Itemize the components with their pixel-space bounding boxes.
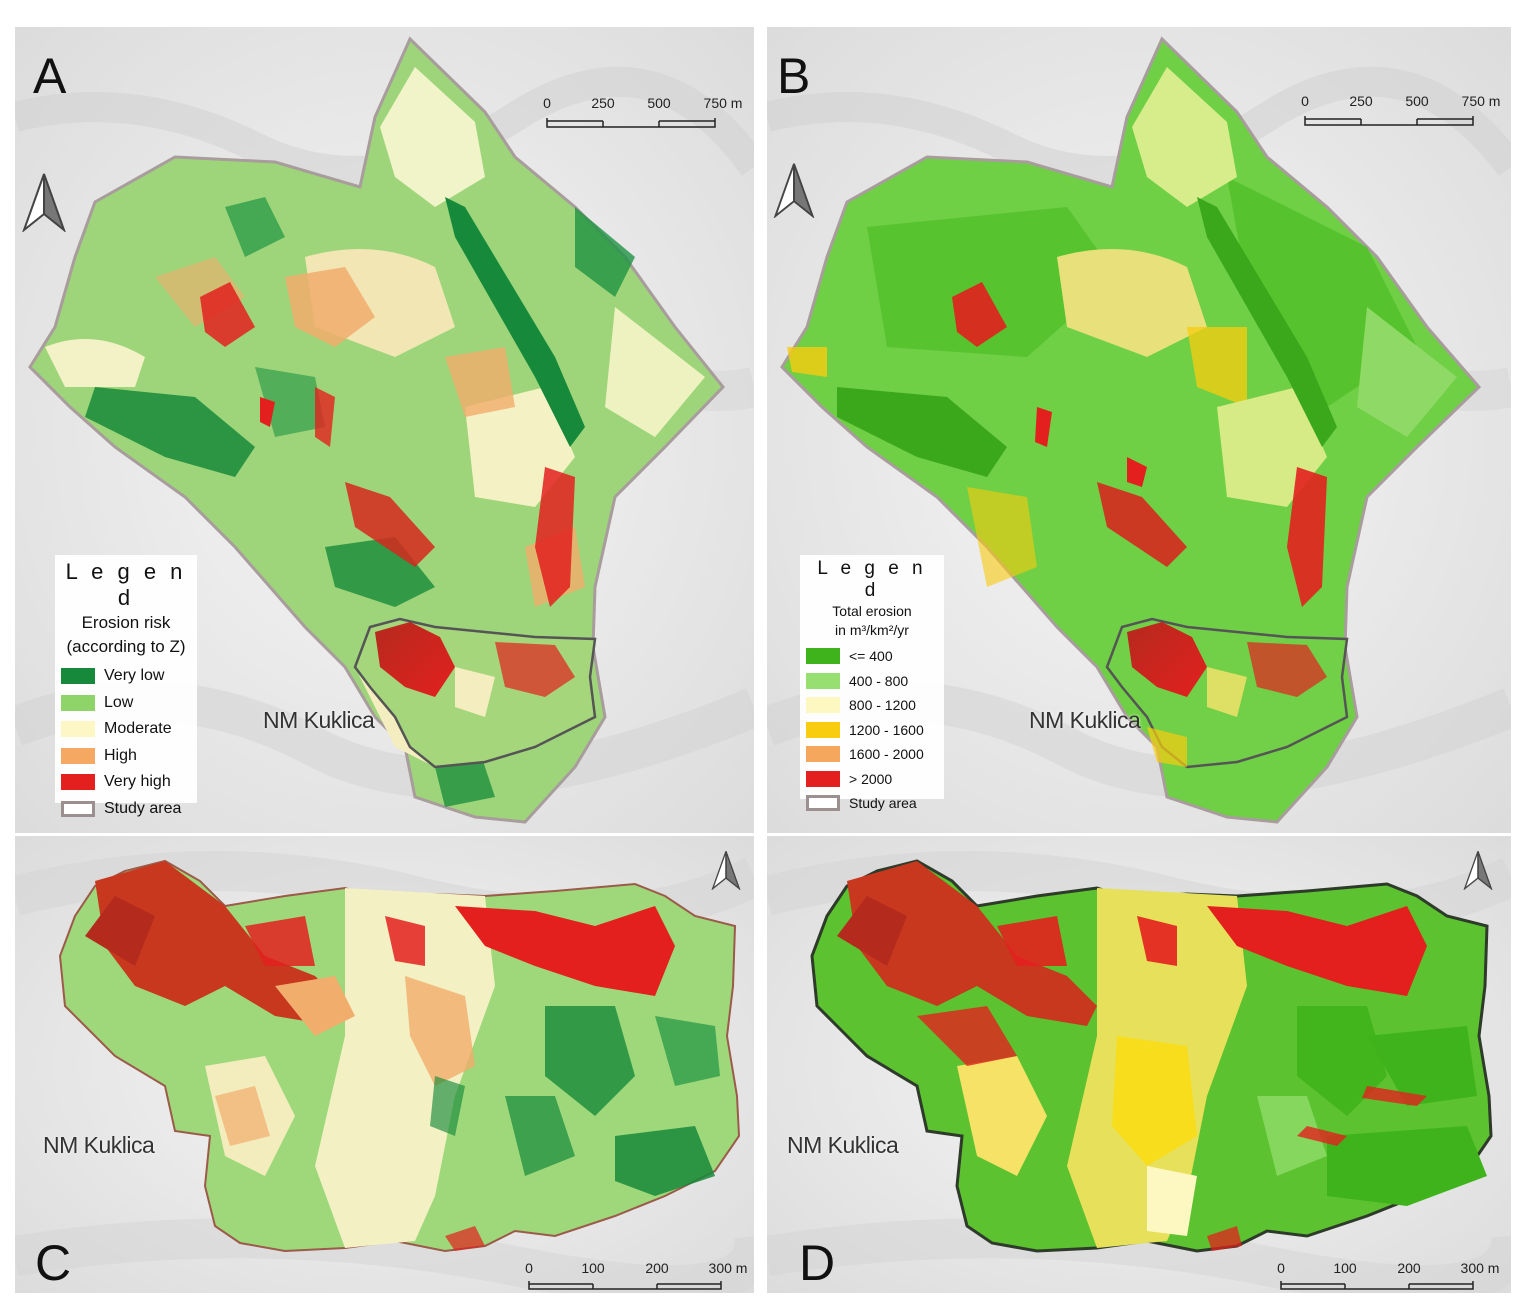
- legend-label: 1200 - 1600: [849, 721, 924, 738]
- legend-swatch: [61, 721, 95, 738]
- legend-item: Study area: [806, 791, 938, 816]
- map-d-canvas: [767, 836, 1511, 1293]
- map-panel-c: C NM Kuklica 0 100 200 300 m: [15, 836, 754, 1293]
- legend-swatch: [61, 774, 95, 791]
- legend-swatch: [806, 795, 840, 812]
- legend-subtitle: Erosion risk: [81, 613, 171, 632]
- scale-bar-b: 0 250 500 750 m: [1301, 93, 1503, 133]
- scale-tick: 0: [1277, 1260, 1285, 1276]
- map-panel-a: A 0 250 500 750 m NM Kuklica L e g e n d…: [15, 27, 754, 833]
- map-panel-d: D NM Kuklica 0 100 200 300 m: [767, 836, 1511, 1293]
- scale-tick: 250: [591, 95, 615, 111]
- legend-swatch: [61, 747, 95, 764]
- legend-swatch: [806, 770, 840, 787]
- north-arrow-icon: [711, 851, 741, 890]
- legend-item: > 2000: [806, 767, 938, 792]
- legend-item: Low: [61, 690, 191, 717]
- legend-swatch: [806, 672, 840, 689]
- town-label-d: NM Kuklica: [787, 1132, 899, 1158]
- legend-swatch: [806, 721, 840, 738]
- legend-item: Very low: [61, 663, 191, 690]
- map-b-canvas: [767, 27, 1511, 833]
- scale-bar-d: 0 100 200 300 m: [1275, 1260, 1503, 1293]
- north-arrow-icon: [773, 163, 815, 218]
- scale-tick: 100: [581, 1260, 605, 1276]
- town-label-a: NM Kuklica: [263, 707, 375, 733]
- scale-tick: 500: [647, 95, 671, 111]
- legend-subtitle: (according to Z): [66, 637, 186, 656]
- legend-item: 400 - 800: [806, 669, 938, 694]
- legend-title: L e g e n d: [817, 558, 927, 601]
- legend-label: Very high: [104, 773, 171, 791]
- scale-bar-a: 0 250 500 750 m: [543, 95, 745, 135]
- legend-item: 1600 - 2000: [806, 742, 938, 767]
- legend-label: Low: [104, 693, 134, 711]
- legend-swatch: [61, 694, 95, 711]
- legend-swatch: [806, 746, 840, 763]
- legend-label: 1600 - 2000: [849, 746, 924, 763]
- legend-subtitle: Total erosion: [832, 603, 912, 619]
- scale-bar-c: 0 100 200 300 m: [523, 1260, 751, 1293]
- scale-tick: 500: [1405, 93, 1429, 109]
- scale-tick: 0: [543, 95, 551, 111]
- legend-label: High: [104, 746, 137, 764]
- scale-tick: 300 m: [708, 1260, 748, 1276]
- panel-label-a: A: [33, 48, 67, 104]
- legend-label: <= 400: [849, 648, 893, 665]
- scale-tick: 200: [1397, 1260, 1421, 1276]
- legend-item: Study area: [61, 796, 191, 823]
- panel-label-d: D: [799, 1235, 836, 1291]
- scale-tick: 200: [645, 1260, 669, 1276]
- legend-item: Moderate: [61, 716, 191, 743]
- map-panel-b: B 0 250 500 750 m NM Kuklica L e g e n d…: [767, 27, 1511, 833]
- scale-tick: 250: [1349, 93, 1373, 109]
- legend-label: Study area: [849, 795, 917, 812]
- scale-tick: 750 m: [1461, 93, 1501, 109]
- scale-tick: 0: [1301, 93, 1309, 109]
- map-c-canvas: [15, 836, 754, 1293]
- legend-label: 400 - 800: [849, 672, 909, 689]
- panel-label-b: B: [777, 48, 811, 104]
- legend-label: > 2000: [849, 770, 893, 787]
- legend-item: <= 400: [806, 644, 938, 669]
- legend-swatch: [61, 800, 95, 817]
- scale-tick: 100: [1333, 1260, 1357, 1276]
- map-a-canvas: [15, 27, 754, 833]
- legend-item: 800 - 1200: [806, 693, 938, 718]
- legend-label: Study area: [104, 799, 182, 817]
- legend-item: Very high: [61, 769, 191, 796]
- panel-label-c: C: [35, 1235, 72, 1291]
- legend-swatch: [806, 697, 840, 714]
- legend-title: L e g e n d: [65, 559, 187, 610]
- legend-swatch: [806, 648, 840, 665]
- legend-swatch: [61, 668, 95, 685]
- legend-subtitle: in m³/km²/yr: [835, 622, 909, 638]
- legend-item: 1200 - 1600: [806, 718, 938, 743]
- legend-label: Moderate: [104, 720, 172, 738]
- scale-tick: 0: [525, 1260, 533, 1276]
- legend-b: L e g e n d Total erosion in m³/km²/yr <…: [800, 555, 944, 812]
- north-arrow-icon: [1463, 851, 1493, 890]
- legend-label: Very low: [104, 667, 165, 685]
- legend-label: 800 - 1200: [849, 697, 916, 714]
- town-label-b: NM Kuklica: [1029, 707, 1141, 733]
- scale-tick: 750 m: [703, 95, 743, 111]
- scale-tick: 300 m: [1460, 1260, 1500, 1276]
- legend-item: High: [61, 743, 191, 770]
- north-arrow-icon: [22, 173, 66, 232]
- town-label-c: NM Kuklica: [43, 1132, 155, 1158]
- legend-a: L e g e n d Erosion risk (according to Z…: [55, 555, 197, 817]
